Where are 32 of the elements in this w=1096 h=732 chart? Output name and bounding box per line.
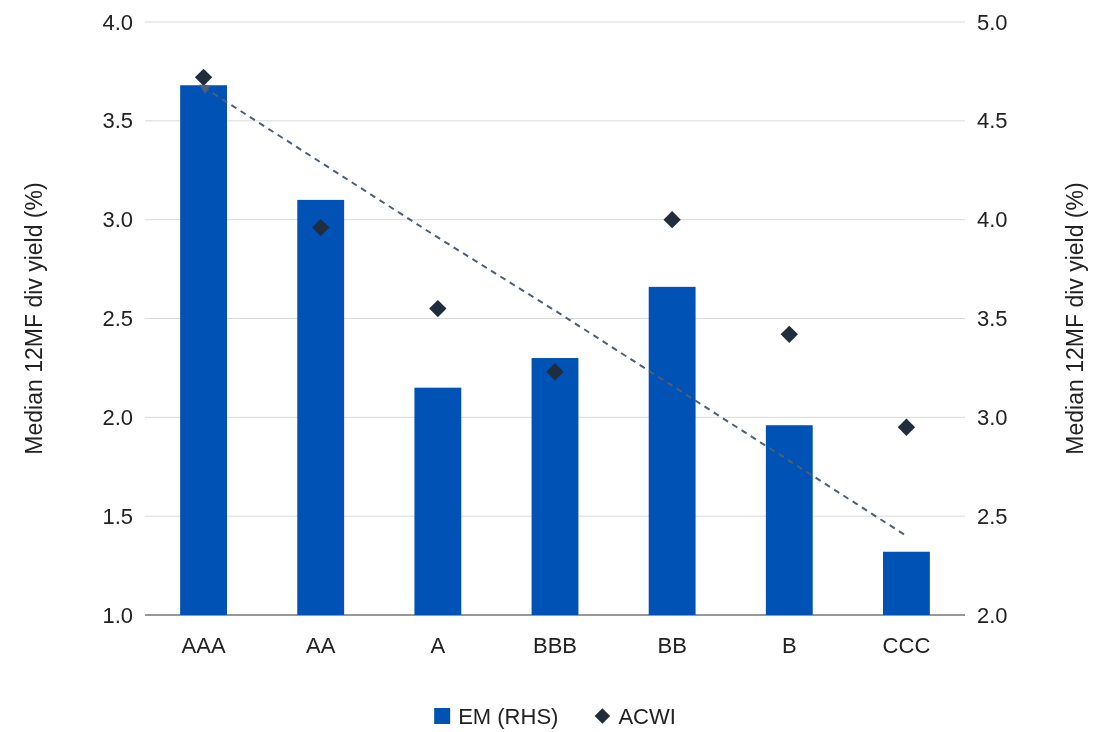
- y-tick-label: 1.0: [102, 602, 133, 628]
- legend-label: EM (RHS): [458, 703, 559, 729]
- x-tick-label: BB: [657, 632, 687, 658]
- point: [897, 418, 916, 436]
- y2-tick-label: 2.5: [977, 503, 1008, 529]
- point: [429, 299, 447, 318]
- x-tick-label: BBB: [532, 632, 578, 658]
- legend-label: ACWI: [618, 703, 676, 729]
- y-tick-label: 1.5: [102, 503, 133, 529]
- point: [194, 68, 213, 87]
- y2-tick-label: 4.5: [977, 108, 1008, 134]
- x-tick-label: CCC: [882, 632, 931, 658]
- point: [663, 211, 681, 229]
- y2-axis-title: Median 12MF div yield (%): [1062, 182, 1088, 455]
- y-tick-label: 2.5: [102, 306, 133, 332]
- y-tick-label: 3.0: [102, 207, 133, 233]
- point: [780, 325, 798, 343]
- y-tick-label: 3.5: [102, 108, 133, 134]
- y-axis-title: Median 12MF div yield (%): [21, 182, 47, 455]
- point: [546, 363, 564, 381]
- x-tick-label: B: [781, 632, 797, 658]
- y2-tick-label: 4.0: [977, 207, 1008, 233]
- x-tick-label: AAA: [181, 632, 226, 658]
- point: [312, 218, 330, 237]
- x-tick-label: AA: [306, 632, 336, 658]
- y2-tick-label: 3.0: [977, 404, 1008, 430]
- y2-tick-label: 2.0: [977, 602, 1008, 628]
- x-tick-label: A: [430, 632, 446, 658]
- y-tick-label: 4.0: [102, 9, 133, 35]
- y2-tick-label: 5.0: [977, 9, 1008, 35]
- y-tick-label: 2.0: [102, 404, 133, 430]
- y2-tick-label: 3.5: [977, 306, 1008, 332]
